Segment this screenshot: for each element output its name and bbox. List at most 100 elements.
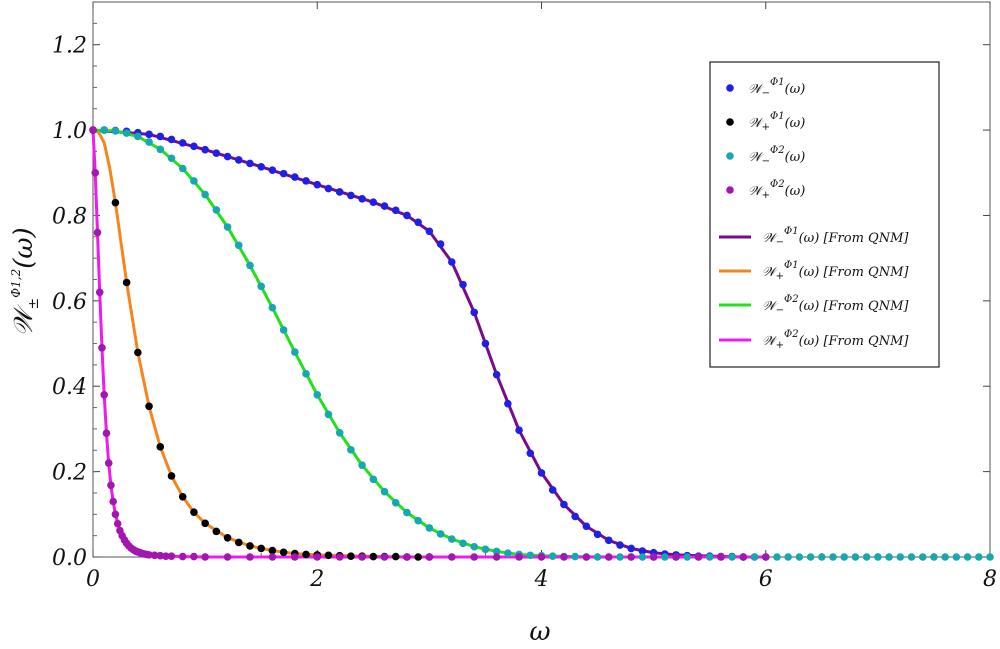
- series-point-2: [122, 129, 131, 137]
- series-point-3: [167, 552, 176, 560]
- y-tick-label: 0.4: [52, 375, 87, 400]
- legend-entry: 𝒲+Φ2(ω): [726, 179, 805, 201]
- series-point-0: [212, 149, 221, 157]
- series-point-0: [279, 169, 288, 178]
- series-point-0: [470, 308, 479, 317]
- series-point-3: [91, 168, 100, 177]
- series-point-0: [156, 132, 165, 141]
- series-line-5: [92, 128, 766, 559]
- series-point-0: [234, 156, 243, 164]
- series-point-3: [268, 553, 277, 561]
- series-point-0: [380, 202, 389, 210]
- series-point-2: [380, 487, 389, 496]
- series-point-0: [190, 142, 198, 151]
- series-point-2: [773, 553, 781, 561]
- series-points: [89, 126, 994, 561]
- series-point-2: [638, 553, 647, 561]
- series-point-1: [178, 493, 187, 501]
- series-point-2: [470, 542, 479, 551]
- y-tick-label: 0.8: [52, 204, 87, 229]
- series-point-1: [369, 552, 378, 561]
- series-lines: [91, 128, 766, 559]
- series-point-0: [537, 469, 546, 477]
- series-point-0: [347, 191, 355, 200]
- series-point-0: [178, 139, 187, 147]
- series-point-0: [481, 339, 490, 348]
- legend-entry: 𝒲−Φ2(ω): [726, 145, 805, 167]
- series-point-2: [134, 132, 142, 141]
- legend-entry: 𝒲+Φ1(ω): [726, 111, 805, 133]
- legend-marker: [726, 84, 734, 92]
- series-point-3: [291, 553, 299, 561]
- series-point-2: [391, 498, 400, 507]
- legend-entry: 𝒲−Φ1(ω): [726, 77, 805, 99]
- x-tick-label: 0: [86, 567, 100, 592]
- legend-label: 𝒲+Φ1(ω) [From QNM]: [762, 260, 909, 282]
- series-point-1: [324, 551, 333, 560]
- series-point-0: [627, 544, 635, 553]
- series-point-2: [941, 553, 949, 561]
- series-point-0: [436, 240, 445, 248]
- y-label-rest: (ω): [9, 227, 39, 269]
- series-point-2: [952, 553, 961, 561]
- series-point-2: [795, 553, 804, 561]
- y-label-sub: ±: [26, 298, 42, 310]
- series-point-0: [515, 426, 523, 435]
- series-point-2: [874, 553, 882, 561]
- legend-label: 𝒲+Φ1(ω): [748, 111, 805, 133]
- series-point-3: [100, 390, 109, 399]
- series-point-1: [134, 348, 142, 357]
- series-point-1: [145, 402, 153, 411]
- series-point-2: [930, 553, 938, 561]
- series-point-0: [358, 195, 366, 203]
- series-point-2: [279, 326, 288, 334]
- series-point-0: [145, 130, 153, 139]
- series-point-1: [212, 527, 221, 536]
- legend-label: 𝒲−Φ2(ω): [748, 145, 805, 167]
- series-point-2: [548, 552, 557, 560]
- legend-label: 𝒲−Φ1(ω): [748, 77, 805, 99]
- series-point-3: [649, 553, 658, 561]
- y-tick-label: 0.2: [52, 461, 87, 486]
- series-point-3: [560, 553, 568, 561]
- series-point-2: [358, 461, 366, 470]
- series-point-1: [190, 508, 198, 516]
- series-line-4: [92, 128, 766, 559]
- legend-box: [709, 61, 940, 368]
- series-point-1: [257, 544, 265, 553]
- series-point-3: [107, 481, 115, 490]
- series-point-2: [167, 154, 176, 163]
- series-line-6: [92, 128, 766, 559]
- series-point-3: [470, 553, 479, 561]
- series-point-2: [661, 553, 669, 561]
- series-point-0: [571, 512, 579, 521]
- series-point-3: [162, 552, 170, 560]
- y-axis-label: 𝒲±Φ1,2(ω): [9, 227, 42, 336]
- series-point-3: [425, 553, 434, 561]
- series-point-1: [167, 472, 176, 480]
- series-point-3: [717, 553, 725, 561]
- series-point-3: [604, 553, 613, 561]
- series-point-3: [448, 553, 456, 561]
- x-tick-label: 4: [534, 567, 549, 592]
- series-point-2: [223, 223, 232, 231]
- series-point-3: [537, 553, 546, 561]
- series-point-2: [492, 547, 501, 556]
- x-tick-label: 2: [309, 567, 324, 592]
- x-tick-label: 6: [759, 567, 773, 592]
- series-point-2: [593, 553, 602, 561]
- series-point-0: [313, 180, 322, 189]
- series-point-3: [672, 553, 680, 561]
- series-point-3: [95, 288, 104, 297]
- series-point-3: [313, 553, 322, 561]
- series-point-2: [425, 524, 434, 532]
- series-point-1: [111, 198, 120, 207]
- series-point-3: [403, 553, 411, 561]
- series-point-2: [347, 446, 355, 454]
- series-point-1: [223, 533, 232, 542]
- series-point-2: [840, 553, 849, 561]
- y-tick-label: 1.2: [52, 34, 87, 59]
- series-point-0: [425, 227, 434, 236]
- series-line-7: [91, 130, 766, 559]
